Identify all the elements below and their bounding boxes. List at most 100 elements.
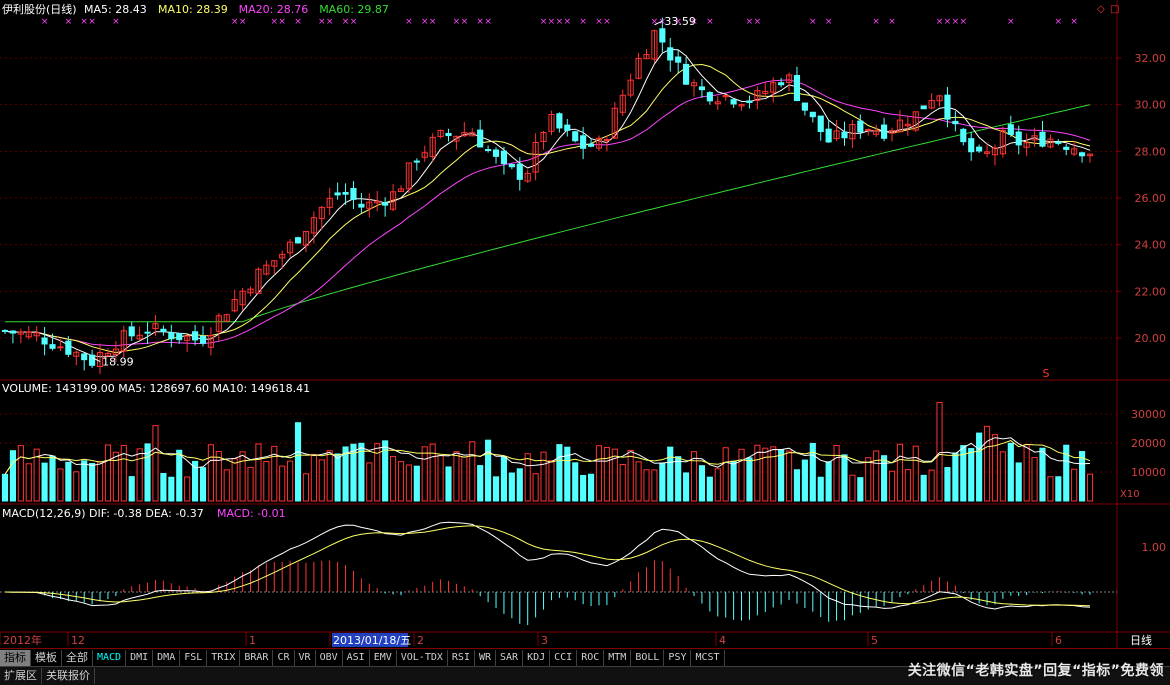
- tab-cci[interactable]: CCI: [550, 650, 578, 666]
- volume-bar: [595, 445, 603, 502]
- tab-boll[interactable]: BOLL: [631, 650, 665, 666]
- volume-bar: [881, 455, 888, 502]
- volume-bar: [651, 469, 658, 502]
- period-label: 日线: [1130, 633, 1152, 647]
- tab-fsl[interactable]: FSL: [180, 650, 208, 666]
- volume-bar: [25, 463, 32, 502]
- volume-bar: [801, 459, 808, 502]
- candle: [1063, 146, 1070, 150]
- volume-bar: [215, 450, 222, 502]
- signal-marker: ×: [270, 17, 278, 27]
- signal-marker: ×: [318, 17, 326, 27]
- tab-模板[interactable]: 模板: [31, 650, 62, 666]
- candle: [556, 113, 563, 129]
- volume-bar: [128, 476, 135, 502]
- volume-bar: [500, 456, 508, 502]
- tab-vol-tdx[interactable]: VOL-TDX: [397, 650, 448, 666]
- volume-bar: [524, 453, 531, 502]
- toggle-icon: ◇: [1097, 4, 1105, 15]
- candle: [825, 128, 832, 143]
- volume-bar: [160, 472, 167, 502]
- volume-bar: [667, 446, 674, 502]
- tab-macd[interactable]: MACD: [93, 650, 127, 666]
- candle: [888, 129, 896, 134]
- candle: [445, 132, 452, 137]
- candle: [461, 132, 468, 137]
- candle: [389, 191, 397, 210]
- expand-area-button[interactable]: 扩展区: [0, 668, 42, 684]
- tab-trix[interactable]: TRIX: [207, 650, 241, 666]
- tab-mcst[interactable]: MCST: [691, 650, 725, 666]
- tab-roc[interactable]: ROC: [577, 650, 605, 666]
- candle: [651, 30, 658, 60]
- volume-bar: [176, 449, 183, 502]
- tab-psy[interactable]: PSY: [664, 650, 692, 666]
- candle: [1031, 135, 1038, 141]
- volume-bar: [168, 476, 175, 502]
- candle: [326, 197, 333, 208]
- volume-bar: [833, 444, 840, 502]
- candle: [865, 129, 872, 132]
- volume-bar: [73, 471, 80, 502]
- candle: [857, 120, 864, 133]
- tab-dmi[interactable]: DMI: [126, 650, 154, 666]
- tab-asi[interactable]: ASI: [343, 650, 370, 666]
- volume-bar: [888, 470, 896, 502]
- tab-dma[interactable]: DMA: [153, 650, 181, 666]
- volume-header: VOLUME: 143199.00 MA5: 128697.60 MA10: 1…: [2, 382, 310, 395]
- volume-bar: [706, 476, 713, 502]
- tab-指标[interactable]: 指标: [0, 650, 31, 666]
- candle: [1055, 141, 1062, 144]
- candle: [667, 47, 674, 61]
- volume-bar: [857, 477, 864, 502]
- tab-brar[interactable]: BRAR: [240, 650, 274, 666]
- signal-marker: ×: [540, 17, 548, 27]
- tab-vr[interactable]: VR: [295, 650, 316, 666]
- candle: [49, 344, 56, 349]
- signal-marker: ×: [659, 17, 667, 27]
- volume-bar: [619, 463, 626, 502]
- volume-bar: [49, 455, 56, 502]
- signal-s-marker: S: [1043, 367, 1050, 380]
- signal-marker: ×: [231, 17, 239, 27]
- candle: [492, 149, 500, 157]
- macd-tick-label: 1.00: [1142, 541, 1167, 554]
- dif-line: [4, 521, 1091, 610]
- candle: [215, 315, 222, 332]
- tab-全部[interactable]: 全部: [62, 650, 93, 666]
- volume-bar: [120, 444, 127, 502]
- low-arrow: [91, 357, 101, 363]
- related-quotes-button[interactable]: 关联报价: [42, 668, 95, 684]
- tab-obv[interactable]: OBV: [316, 650, 343, 666]
- tab-rsi[interactable]: RSI: [448, 650, 475, 666]
- tab-wr[interactable]: WR: [475, 650, 497, 666]
- tab-emv[interactable]: EMV: [370, 650, 397, 666]
- signal-marker: ×: [278, 17, 286, 27]
- candle: [801, 102, 808, 111]
- volume-bar: [991, 434, 999, 502]
- ma60-line: [5, 104, 1091, 323]
- candle: [279, 253, 286, 259]
- tab-sar[interactable]: SAR: [496, 650, 524, 666]
- volume-bar: [738, 448, 745, 502]
- tab-kdj[interactable]: KDJ: [523, 650, 551, 666]
- candle: [33, 332, 40, 337]
- candle: [690, 82, 698, 87]
- candle: [413, 160, 420, 163]
- high-label: 33.59: [664, 15, 696, 28]
- tab-mtm[interactable]: MTM: [604, 650, 632, 666]
- signal-marker: ×: [350, 17, 358, 27]
- tab-cr[interactable]: CR: [273, 650, 295, 666]
- signal-marker: ×: [888, 17, 896, 27]
- candle: [730, 99, 737, 105]
- volume-bar: [1086, 473, 1094, 502]
- stock-chart[interactable]: 32.00 30.00 28.00 26.00 24.00 22.00 20.00 伊利股份(…: [0, 0, 1170, 648]
- volume-bar: [611, 448, 618, 502]
- candle: [881, 124, 888, 139]
- volume-bar: [302, 473, 310, 502]
- candle: [477, 129, 484, 148]
- candle: [635, 58, 642, 79]
- ma-value-1: MA10: 28.39: [158, 3, 228, 16]
- candle: [294, 237, 302, 244]
- volume-bar: [564, 446, 571, 502]
